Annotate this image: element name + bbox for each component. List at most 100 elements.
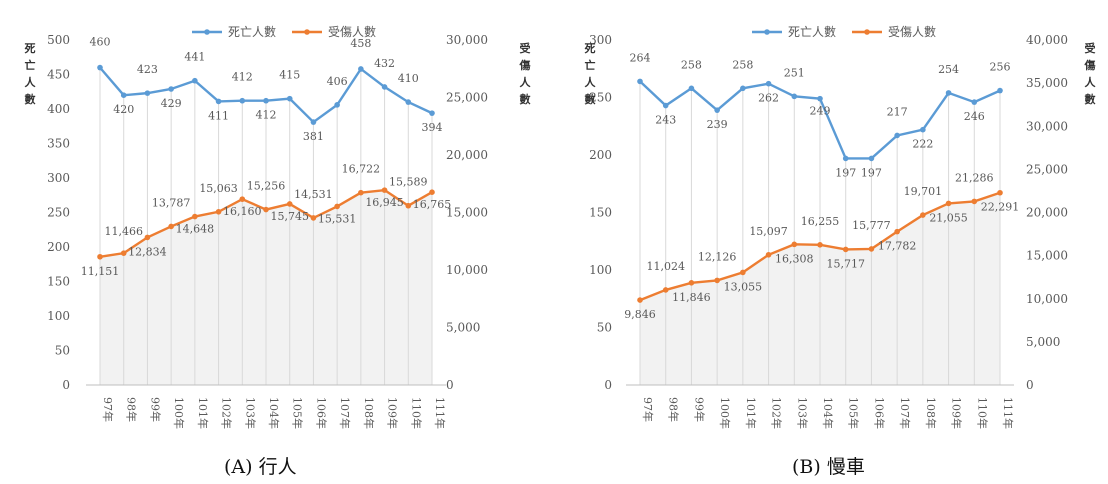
injuries-point bbox=[286, 201, 293, 207]
category-label: 105年 bbox=[291, 397, 305, 429]
category-label: 101年 bbox=[744, 397, 758, 429]
deaths-point bbox=[334, 102, 340, 108]
injuries-point bbox=[334, 203, 340, 210]
deaths-data-label: 432 bbox=[374, 57, 395, 70]
deaths-point bbox=[662, 102, 669, 109]
injuries-data-label: 15,063 bbox=[199, 182, 238, 195]
deaths-data-label: 246 bbox=[964, 110, 985, 123]
category-label: 110年 bbox=[409, 397, 423, 429]
deaths-data-label: 264 bbox=[630, 51, 651, 64]
left-tick-label: 250 bbox=[47, 206, 70, 220]
category-label: 99年 bbox=[692, 397, 706, 422]
left-tick-label: 150 bbox=[47, 275, 70, 289]
deaths-point bbox=[945, 90, 952, 96]
category-label: 102年 bbox=[220, 397, 234, 429]
y2-axis-title-char: 數 bbox=[520, 92, 531, 106]
deaths-data-label: 258 bbox=[732, 58, 753, 71]
injuries-point bbox=[688, 280, 695, 286]
right-tick-label: 30,000 bbox=[446, 33, 488, 47]
right-tick-label: 0 bbox=[1026, 378, 1034, 392]
deaths-data-label: 406 bbox=[327, 75, 348, 88]
injuries-point bbox=[310, 215, 317, 221]
deaths-data-label: 381 bbox=[303, 130, 324, 143]
y2-axis-title-char: 受 bbox=[1085, 41, 1096, 55]
left-tick-label: 100 bbox=[589, 263, 612, 277]
left-tick-label: 450 bbox=[47, 68, 70, 82]
injuries-data-label: 16,765 bbox=[413, 198, 452, 211]
left-tick-label: 250 bbox=[589, 91, 612, 105]
legend-injuries-label: 受傷人數 bbox=[328, 24, 376, 39]
deaths-data-label: 410 bbox=[398, 72, 419, 85]
category-label: 97年 bbox=[641, 397, 655, 422]
deaths-data-label: 394 bbox=[422, 121, 443, 134]
deaths-point bbox=[740, 85, 746, 92]
deaths-point bbox=[637, 78, 643, 85]
left-tick-label: 200 bbox=[47, 240, 70, 254]
y-axis-title-char: 人 bbox=[25, 75, 37, 89]
deaths-point bbox=[765, 80, 772, 87]
category-label: 103年 bbox=[243, 397, 257, 429]
deaths-point bbox=[791, 93, 798, 100]
right-tick-label: 35,000 bbox=[1026, 76, 1068, 90]
deaths-point bbox=[381, 84, 388, 90]
category-label: 111年 bbox=[1001, 397, 1015, 429]
category-label: 108年 bbox=[924, 397, 938, 429]
injuries-data-label: 11,151 bbox=[81, 265, 120, 278]
injuries-point bbox=[920, 212, 926, 218]
injuries-point bbox=[791, 241, 798, 248]
left-tick-label: 50 bbox=[597, 321, 612, 335]
deaths-point bbox=[688, 85, 695, 92]
injuries-point bbox=[842, 246, 849, 253]
left-tick-label: 50 bbox=[55, 344, 70, 358]
y2-axis-title-char: 傷 bbox=[519, 58, 531, 72]
legend-deaths-label: 死亡人數 bbox=[788, 25, 836, 39]
injuries-data-label: 15,777 bbox=[852, 219, 891, 232]
caption-bicycle: (B) 慢車 bbox=[792, 456, 865, 478]
injuries-point bbox=[868, 246, 875, 252]
injuries-point bbox=[263, 206, 269, 213]
y2-axis-title-char: 受 bbox=[520, 41, 531, 55]
injuries-point bbox=[239, 196, 246, 202]
right-tick-label: 30,000 bbox=[1026, 119, 1068, 133]
injuries-point bbox=[817, 242, 823, 248]
deaths-point bbox=[263, 97, 269, 104]
right-tick-label: 10,000 bbox=[1026, 292, 1068, 306]
y-axis-title: 死亡人數 bbox=[25, 42, 37, 106]
injuries-point bbox=[144, 234, 151, 241]
deaths-point bbox=[894, 132, 900, 139]
injuries-data-label: 15,717 bbox=[826, 257, 865, 270]
right-tick-label: 25,000 bbox=[446, 91, 488, 105]
category-label: 110年 bbox=[975, 397, 989, 429]
y2-axis-title-char: 人 bbox=[520, 75, 532, 89]
right-tick-label: 5,000 bbox=[446, 321, 480, 335]
deaths-data-label: 441 bbox=[184, 51, 205, 64]
injuries-data-label: 12,834 bbox=[128, 245, 167, 258]
category-label: 108年 bbox=[362, 397, 376, 429]
deaths-data-label: 256 bbox=[990, 61, 1011, 74]
legend-injuries-marker bbox=[304, 29, 310, 35]
deaths-data-label: 412 bbox=[256, 109, 277, 122]
injuries-data-label: 12,126 bbox=[698, 250, 737, 263]
chart-pedestrian-svg: 0 50 100 150 200 250 300 350 400 450 500 0 5,000 10,0… bbox=[25, 24, 532, 429]
injuries-point bbox=[405, 202, 412, 209]
left-tick-label: 400 bbox=[47, 102, 70, 116]
legend-injuries-label: 受傷人數 bbox=[888, 24, 936, 39]
deaths-data-label: 420 bbox=[113, 103, 134, 116]
category-label: 100年 bbox=[718, 397, 732, 429]
deaths-point bbox=[97, 64, 103, 71]
right-tick-label: 20,000 bbox=[1026, 206, 1068, 220]
deaths-point bbox=[997, 87, 1003, 94]
injuries-data-label: 15,589 bbox=[389, 176, 428, 189]
injuries-data-label: 15,097 bbox=[749, 225, 788, 238]
category-label: 111年 bbox=[433, 397, 447, 429]
injuries-data-label: 13,055 bbox=[724, 280, 763, 293]
right-tick-label: 20,000 bbox=[446, 148, 488, 162]
injuries-data-label: 11,024 bbox=[646, 260, 685, 273]
deaths-data-label: 460 bbox=[90, 36, 111, 49]
injuries-point bbox=[662, 287, 669, 293]
right-tick-label: 15,000 bbox=[1026, 249, 1068, 263]
deaths-point bbox=[405, 99, 412, 105]
injuries-data-label: 13,787 bbox=[152, 196, 191, 209]
left-tick-label: 500 bbox=[47, 33, 70, 47]
deaths-point bbox=[192, 77, 198, 84]
